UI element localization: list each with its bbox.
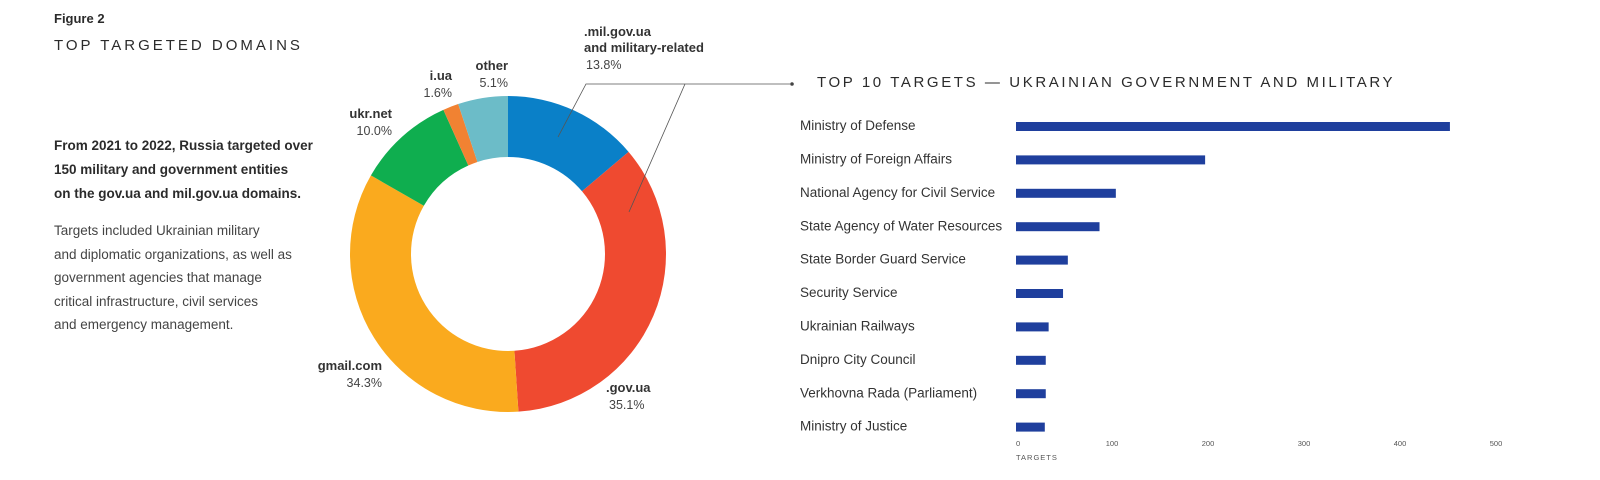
intro-description-line: government agencies that manage: [54, 270, 262, 285]
donut-slice-label: ukr.net 10.0%: [349, 106, 392, 138]
donut-slice: [514, 151, 666, 412]
donut-slice: [508, 96, 629, 192]
x-axis-title: TARGETS: [1016, 453, 1058, 462]
donut-slice: [370, 109, 469, 206]
leader-dot: [790, 82, 794, 86]
bar-chart: Ministry of Defense Ministry of Foreign A…: [800, 118, 1503, 462]
bar: [1016, 322, 1049, 332]
slice-percent: 35.1%: [609, 398, 644, 412]
bar-category-label: Ministry of Justice: [800, 419, 907, 434]
donut-slice-label: .gov.ua 35.1%: [606, 380, 651, 412]
intro-description-line: and emergency management.: [54, 317, 234, 332]
slice-name: ukr.net: [349, 106, 392, 121]
intro-description-line: and diplomatic organizations, as well as: [54, 246, 292, 262]
intro-summary: From 2021 to 2022, Russia targeted over …: [54, 134, 334, 206]
figure-label: Figure 2: [54, 11, 105, 26]
leader-line: [628, 83, 686, 213]
intro-summary-line: From 2021 to 2022, Russia targeted over: [54, 138, 313, 153]
donut-slice: [458, 96, 508, 162]
bar: [1016, 188, 1116, 198]
x-tick-label: 500: [1490, 439, 1503, 448]
bar: [1016, 422, 1045, 432]
bar-category-label: Dnipro City Council: [800, 352, 916, 367]
bar-category-label: National Agency for Civil Service: [800, 185, 995, 200]
slice-name: other: [476, 58, 509, 73]
x-tick-label: 200: [1202, 439, 1215, 448]
slice-percent: 10.0%: [357, 124, 392, 138]
slice-name: i.ua: [430, 68, 453, 83]
bar: [1016, 155, 1206, 165]
bar-category-label: State Border Guard Service: [800, 252, 966, 267]
bar-category-label: Verkhovna Rada (Parliament): [800, 385, 977, 400]
bar: [1016, 222, 1100, 232]
x-tick-label: 300: [1298, 439, 1311, 448]
bar-category-label: Ukrainian Railways: [800, 318, 915, 333]
bar: [1016, 289, 1064, 298]
x-tick-label: 100: [1106, 439, 1119, 448]
slice-name: and military-related: [584, 40, 704, 55]
x-tick-label: 400: [1394, 439, 1407, 448]
figure-title: TOP TARGETED DOMAINS: [54, 37, 303, 54]
x-tick-label: 0: [1016, 439, 1020, 448]
bar-category-label: Ministry of Defense: [800, 118, 916, 133]
intro-description: Targets included Ukrainian military and …: [54, 219, 324, 337]
slice-name: .mil.gov.ua: [584, 24, 652, 39]
intro-summary-line: on the gov.ua and mil.gov.ua domains.: [54, 186, 302, 201]
bar-category-label: Ministry of Foreign Affairs: [800, 151, 952, 166]
slice-percent: 34.3%: [347, 376, 382, 390]
intro-description-line: critical infrastructure, civil services: [54, 293, 259, 309]
bar: [1016, 355, 1046, 365]
bar: [1016, 255, 1068, 265]
intro-description-line: Targets included Ukrainian military: [54, 223, 260, 238]
bar-category-label: State Agency of Water Resources: [800, 218, 1002, 233]
bar: [1016, 389, 1046, 399]
donut-slice-label: other 5.1%: [476, 58, 509, 90]
slice-percent: 13.8%: [586, 58, 621, 72]
intro-summary-line: 150 military and government entities: [54, 162, 289, 177]
leader-line: [557, 83, 790, 138]
bar-category-label: Security Service: [800, 285, 898, 300]
donut-slice-label: i.ua 1.6%: [424, 68, 453, 100]
slice-name: gmail.com: [318, 358, 382, 373]
donut-slice-label: gmail.com 34.3%: [318, 358, 382, 390]
bar-chart-title: TOP 10 TARGETS — UKRAINIAN GOVERNMENT AN…: [817, 74, 1396, 91]
bar: [1016, 122, 1450, 131]
donut-slice: [350, 175, 519, 412]
donut-slice: [443, 104, 478, 166]
slice-percent: 5.1%: [480, 76, 509, 90]
slice-name: .gov.ua: [606, 380, 651, 395]
slice-percent: 1.6%: [424, 86, 453, 100]
